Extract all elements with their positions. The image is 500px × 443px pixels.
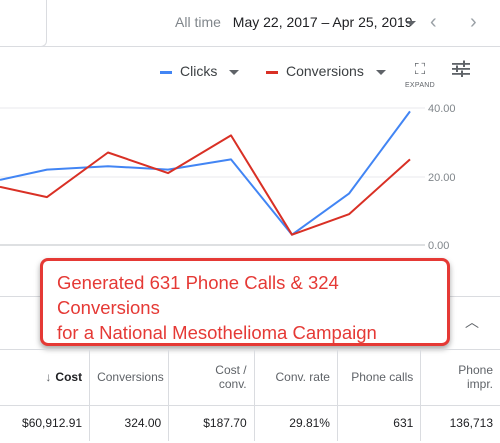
table-row: $60,912.91 324.00 $187.70 29.81% 631 136… <box>0 405 500 441</box>
series-line-conversions <box>0 135 410 234</box>
chevron-down-icon[interactable] <box>376 70 386 75</box>
metric-selector-clicks[interactable]: Clicks <box>160 63 239 81</box>
y-tick-label-middle: 20.00 <box>428 172 456 184</box>
expand-button[interactable]: ⛶ EXPAND <box>402 62 438 89</box>
header-divider <box>0 46 500 47</box>
cell-conversions: 324.00 <box>90 405 169 441</box>
clicks-legend-swatch <box>160 71 172 74</box>
cell-conv-rate: 29.81% <box>254 405 337 441</box>
date-range-label: All time <box>175 14 221 30</box>
tune-icon[interactable] <box>452 60 470 78</box>
column-header-conversions[interactable]: Conversions <box>90 350 169 405</box>
fullscreen-icon: ⛶ <box>402 62 438 78</box>
chevron-up-icon[interactable]: ︿ <box>465 312 479 332</box>
column-header-cost-per-conv[interactable]: Cost /conv. <box>169 350 254 405</box>
results-callout: Generated 631 Phone Calls & 324 Conversi… <box>40 258 450 346</box>
section-divider-left <box>0 296 40 297</box>
chart-series-layer <box>0 111 410 234</box>
cell-phone-calls: 631 <box>337 405 420 441</box>
chevron-down-icon[interactable] <box>229 70 239 75</box>
cell-phone-impr: 136,713 <box>421 405 500 441</box>
column-header-phone-calls[interactable]: Phone calls <box>337 350 420 405</box>
performance-line-chart: 40.00 20.00 0.00 <box>0 95 500 260</box>
section-divider-right <box>450 296 500 297</box>
date-range-picker[interactable]: All time May 22, 2017 – Apr 25, 2019 <box>175 14 413 30</box>
column-header-conv-rate-label: Conv. rate <box>276 370 330 384</box>
table-header-row: ↓ Cost Conversions Cost /conv. Conv. rate… <box>0 350 500 405</box>
metric-label-conversions: Conversions <box>286 63 364 79</box>
metric-selector-conversions[interactable]: Conversions <box>266 63 386 81</box>
date-dropdown-caret-icon[interactable] <box>406 21 416 26</box>
conversions-legend-swatch <box>266 71 278 74</box>
column-header-cost-label: Cost <box>55 370 82 384</box>
panel-corner <box>0 0 47 47</box>
column-header-phone-calls-label: Phone calls <box>351 370 413 384</box>
callout-line-2: for a National Mesothelioma Campaign <box>57 320 433 345</box>
chevron-right-icon[interactable]: › <box>470 10 477 34</box>
cell-cost-per-conv: $187.70 <box>169 405 254 441</box>
date-range-value[interactable]: May 22, 2017 – Apr 25, 2019 <box>233 14 413 30</box>
y-tick-label-top: 40.00 <box>428 103 456 115</box>
y-tick-label-bottom: 0.00 <box>428 240 449 252</box>
column-header-cost-per-conv-label: Cost /conv. <box>215 363 246 391</box>
arrow-down-icon[interactable]: ↓ <box>45 370 51 384</box>
callout-line-1: Generated 631 Phone Calls & 324 Conversi… <box>57 270 433 320</box>
expand-label: EXPAND <box>402 82 438 89</box>
chevron-left-icon[interactable]: ‹ <box>430 10 437 34</box>
stats-table: ↓ Cost Conversions Cost /conv. Conv. rate… <box>0 349 500 443</box>
cell-cost: $60,912.91 <box>0 405 90 441</box>
top-bar: All time May 22, 2017 – Apr 25, 2019 ‹ › <box>0 0 500 46</box>
column-header-conversions-label: Conversions <box>97 370 164 384</box>
column-header-cost[interactable]: ↓ Cost <box>0 350 90 405</box>
series-line-clicks <box>0 111 410 234</box>
metric-label-clicks: Clicks <box>180 63 217 79</box>
column-header-conv-rate[interactable]: Conv. rate <box>254 350 337 405</box>
